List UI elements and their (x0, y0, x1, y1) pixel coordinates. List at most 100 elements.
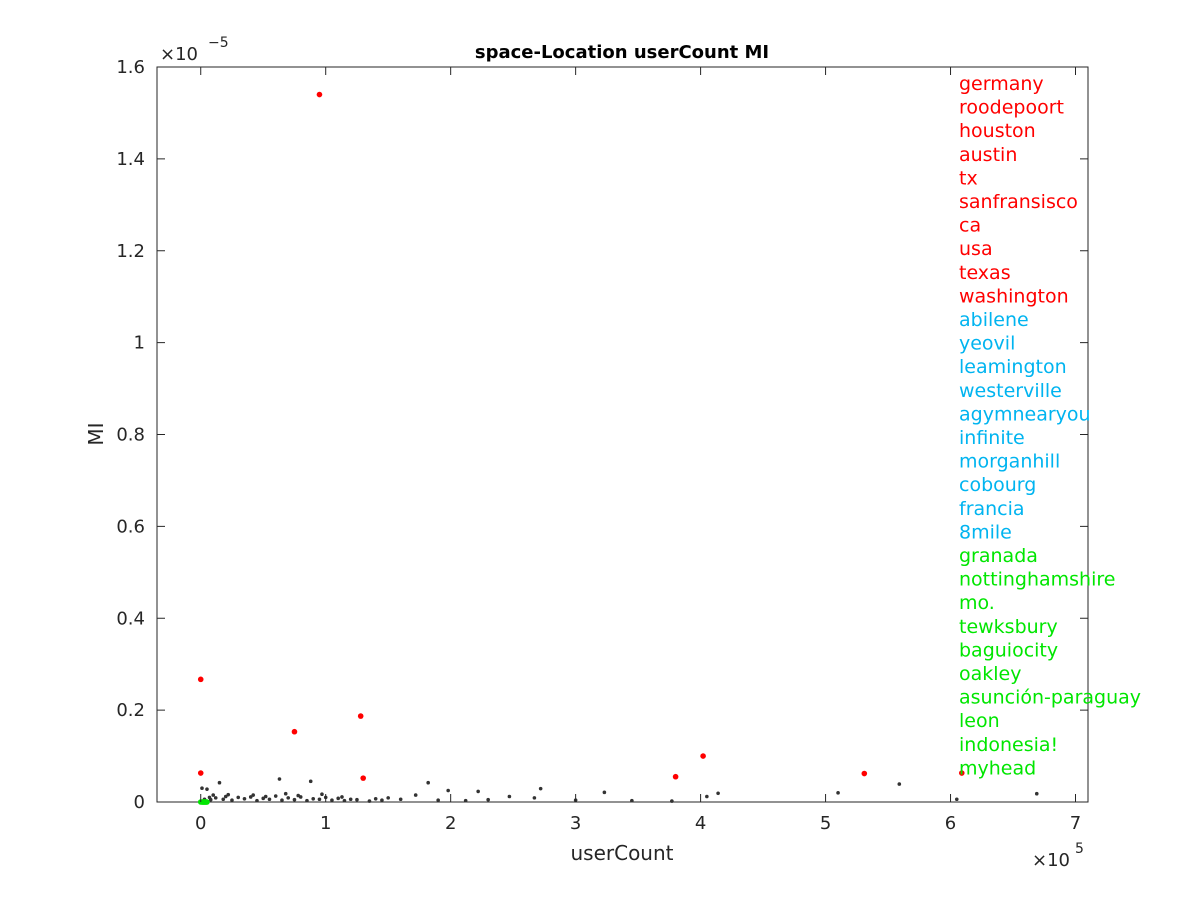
legend-label: cobourg (959, 474, 1036, 496)
data-point-black (292, 797, 297, 802)
legend-label: oakley (959, 663, 1021, 685)
legend-label: leon (959, 710, 1000, 732)
data-point-black (267, 797, 272, 802)
y-tick-label: 0.4 (116, 608, 145, 629)
data-point-black (380, 798, 384, 802)
y-tick-label: 1.4 (116, 149, 145, 170)
data-point-black (263, 794, 268, 799)
y-multiplier: ×10 −5 (160, 35, 229, 65)
data-point-black (348, 797, 353, 802)
points-layer (197, 91, 1039, 805)
y-tick-label: 0 (134, 792, 145, 813)
x-tick-label: 1 (320, 813, 331, 834)
legend-label: texas (959, 262, 1011, 284)
x-tick-label: 6 (945, 813, 956, 834)
data-point-black (486, 797, 490, 802)
chart-title: space-Location userCount MI (475, 42, 769, 63)
data-point-black (538, 786, 543, 791)
legend-label: leamington (959, 356, 1067, 378)
legend-label: sanfransisco (959, 191, 1078, 213)
data-point-red (360, 775, 366, 781)
data-point-black (705, 794, 709, 799)
legend-label: roodepoort (959, 97, 1064, 119)
legend-label: baguiocity (959, 639, 1058, 661)
legend-label: nottinghamshire (959, 569, 1115, 591)
data-point-black (311, 796, 316, 801)
legend-label: abilene (959, 309, 1029, 331)
legend-label: westerville (959, 380, 1062, 402)
legend-label: agymnearyou (959, 403, 1091, 425)
data-point-black (630, 798, 634, 803)
x-tick-label: 3 (570, 813, 581, 834)
data-point-black (836, 791, 840, 795)
y-tick-label: 0.8 (116, 425, 145, 446)
legend-label: granada (959, 545, 1038, 567)
legend-label: mo. (959, 592, 995, 614)
data-point-black (261, 796, 266, 801)
y-multiplier-exponent: −5 (208, 35, 229, 51)
legend-label: 8mile (959, 521, 1012, 543)
data-point-black (373, 796, 378, 801)
data-point-black (217, 780, 222, 785)
y-tick-label: 1 (134, 333, 145, 354)
legend-label: francia (959, 498, 1025, 520)
y-tick-label: 1.6 (116, 57, 145, 78)
y-tick-label: 0.6 (116, 516, 145, 537)
legend-label: usa (959, 238, 993, 260)
y-tick-label: 0.2 (116, 700, 145, 721)
data-point-black (286, 796, 291, 800)
data-point-black (446, 788, 450, 793)
data-point-red (316, 91, 323, 98)
data-point-black (336, 796, 341, 801)
legend-label: asunción-paraguay (959, 687, 1141, 709)
data-point-black (1034, 791, 1039, 796)
data-point-red (357, 713, 364, 719)
y-tick-label: 1.2 (116, 241, 145, 262)
data-point-black (340, 795, 344, 799)
legend-label: washington (959, 285, 1069, 307)
data-point-black (308, 779, 313, 784)
x-multiplier-base: ×10 (1032, 850, 1070, 871)
x-tick-label: 2 (445, 813, 456, 834)
y-axis-label: MI (84, 422, 108, 445)
data-point-red (197, 676, 204, 683)
data-point-black (342, 798, 347, 803)
data-point-black (273, 794, 278, 798)
data-point-black (602, 790, 607, 795)
legend-label: houston (959, 120, 1036, 142)
legend-label: ca (959, 215, 981, 237)
data-point-black (436, 798, 440, 802)
legend-label: myhead (959, 757, 1036, 779)
data-point-black (367, 799, 372, 803)
data-point-black (426, 780, 430, 785)
data-point-black (305, 798, 309, 803)
data-point-red (672, 773, 679, 780)
ticks-layer: 0 1 2 3 4 5 6 7 0 0.2 0.4 0.6 0.8 1 1.2 1.4 1.6 (116, 57, 1088, 834)
x-tick-label: 4 (695, 813, 706, 834)
x-axis-label: userCount (570, 841, 673, 865)
data-point-black (248, 795, 253, 799)
data-point-black (205, 787, 209, 791)
data-point-black (207, 795, 212, 800)
data-point-red (291, 728, 298, 735)
data-point-black (330, 798, 334, 802)
legend-layer: germanyroodepoorthoustonaustintxsanfrans… (959, 73, 1141, 779)
data-point-red (197, 770, 204, 776)
data-point-red (958, 770, 965, 776)
data-point-black (223, 794, 228, 799)
data-point-black (398, 797, 403, 802)
x-multiplier-exponent: 5 (1075, 841, 1084, 857)
data-point-black (355, 797, 359, 802)
data-point-black (386, 796, 390, 800)
data-point-black (463, 798, 468, 803)
data-point-black (317, 797, 322, 802)
data-point-black (242, 796, 247, 801)
data-point-green (203, 799, 210, 805)
legend-label: infinite (959, 427, 1025, 449)
data-point-black (296, 793, 301, 798)
data-point-black (716, 791, 720, 796)
legend-label: indonesia! (959, 734, 1058, 756)
x-multiplier: ×10 5 (1032, 841, 1084, 871)
data-point-black (280, 798, 284, 802)
y-multiplier-base: ×10 (160, 44, 198, 65)
